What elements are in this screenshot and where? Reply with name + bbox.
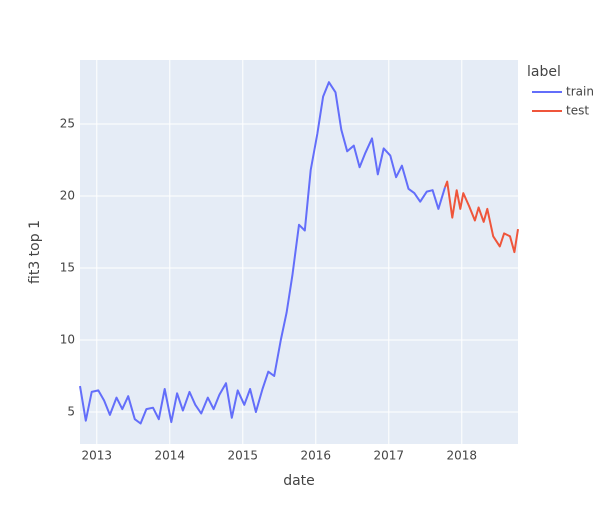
x-tick-label: 2014 bbox=[155, 449, 186, 463]
plot-background bbox=[80, 60, 518, 444]
line-series bbox=[79, 81, 446, 425]
x-tick-label: 2017 bbox=[374, 449, 405, 463]
x-axis-title: date bbox=[283, 473, 315, 489]
line-series bbox=[444, 180, 519, 254]
y-tick-label: 10 bbox=[60, 333, 75, 347]
x-tick-label: 2013 bbox=[82, 449, 113, 463]
x-tick-label: 2016 bbox=[301, 449, 332, 463]
y-axis-title: fit3 top 1 bbox=[27, 220, 43, 284]
y-tick-label: 5 bbox=[67, 405, 75, 419]
legend-label: train bbox=[566, 85, 594, 99]
legend-title: label bbox=[527, 64, 561, 80]
y-tick-label: 25 bbox=[60, 116, 75, 130]
y-tick-label: 15 bbox=[60, 260, 75, 274]
x-tick-label: 2018 bbox=[447, 449, 478, 463]
y-tick-label: 20 bbox=[60, 188, 75, 202]
legend-label: test bbox=[566, 104, 589, 118]
x-tick-label: 2015 bbox=[228, 449, 259, 463]
